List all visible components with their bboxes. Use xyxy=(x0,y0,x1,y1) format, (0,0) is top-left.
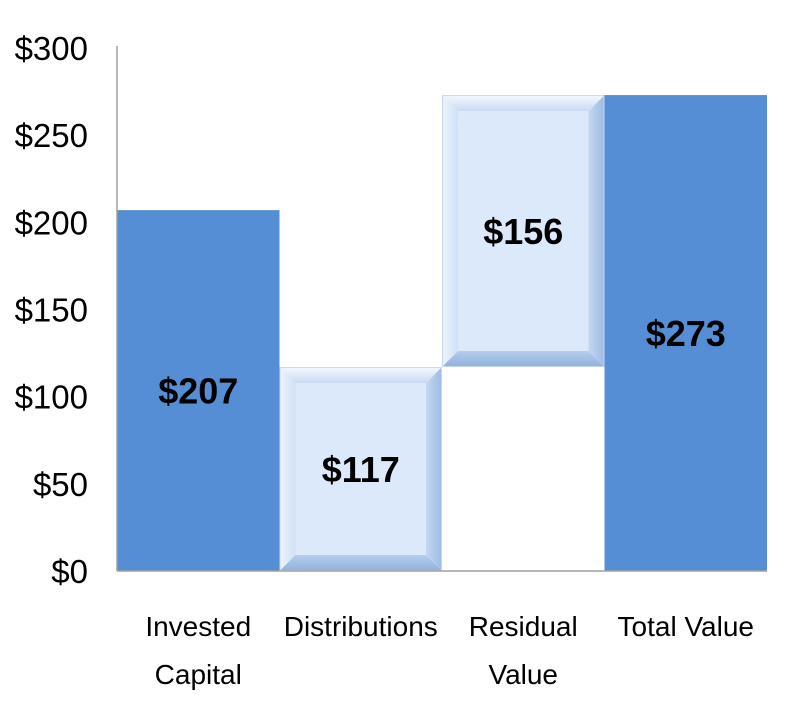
data-label: $156 xyxy=(483,211,563,252)
bar-3 xyxy=(442,95,605,368)
bar-bevel-right xyxy=(588,95,605,368)
x-category-label: Distributions xyxy=(284,611,438,642)
y-tick-label: $300 xyxy=(15,30,88,67)
data-label: $117 xyxy=(322,449,400,490)
x-category-label: Residual Value xyxy=(469,611,578,690)
axis-layer: $0 $50 $100 $150 $200 $250 $300 Invested Capital… xyxy=(15,30,767,690)
bar-1 xyxy=(117,210,280,571)
bar-bevel-right xyxy=(426,367,442,571)
y-tick-label: $200 xyxy=(15,204,88,241)
x-category-label: Invested Capital xyxy=(145,611,251,690)
bar-bevel-left xyxy=(279,367,296,571)
bar-bevel-top xyxy=(442,95,605,112)
bar-rect xyxy=(604,95,767,571)
y-tick-label: $50 xyxy=(33,466,88,503)
bar-bevel-top xyxy=(279,367,442,384)
bar-outline xyxy=(442,95,605,368)
x-category-label: Total Value xyxy=(618,611,754,642)
y-tick-label: $0 xyxy=(51,553,88,590)
bar-face xyxy=(295,383,426,555)
bar-bevel-bottom xyxy=(442,351,605,368)
bar-bevel-bottom xyxy=(279,555,442,571)
data-label: $207 xyxy=(158,371,238,412)
y-tick-label: $250 xyxy=(15,117,88,154)
labels-layer: $207 $117 $156 $273 xyxy=(158,211,726,490)
bar-4 xyxy=(604,95,767,571)
y-tick-label: $150 xyxy=(15,292,88,329)
bar-rect xyxy=(117,210,280,571)
bar-bevel-left xyxy=(442,95,458,368)
bar-face xyxy=(458,111,589,352)
data-label: $273 xyxy=(646,313,726,354)
bars-layer xyxy=(117,95,767,571)
y-tick-label: $100 xyxy=(15,379,88,416)
